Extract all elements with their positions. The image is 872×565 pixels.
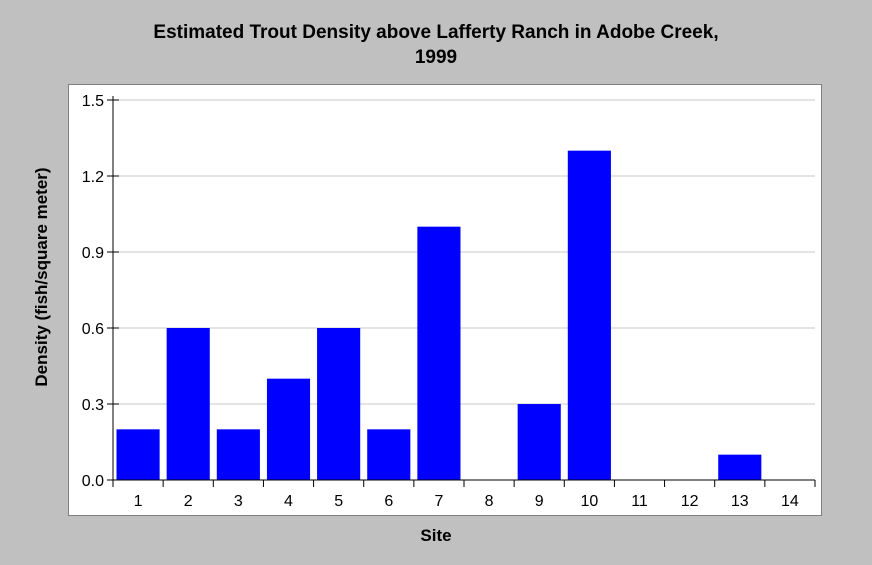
x-tick-label: 2	[184, 493, 193, 510]
bar-site-1	[116, 429, 160, 480]
x-tick-label: 11	[631, 493, 648, 510]
bar-site-9	[517, 404, 561, 480]
y-tick-label: 0.3	[82, 397, 104, 414]
y-tick-label: 1.5	[82, 93, 104, 110]
chart-title-line-1: Estimated Trout Density above Lafferty R…	[153, 22, 719, 43]
chart-title-line-2: 1999	[414, 47, 458, 68]
x-tick-label: 14	[781, 493, 799, 510]
y-tick-label: 0.9	[82, 245, 104, 262]
bar-site-7	[417, 226, 461, 480]
x-tick-label: 7	[434, 493, 443, 510]
x-tick-label: 10	[580, 493, 598, 510]
x-tick-label: 13	[731, 493, 749, 510]
x-tick-label: 8	[485, 493, 494, 510]
x-axis-label: Site	[420, 526, 452, 545]
x-tick-label: 6	[384, 493, 393, 510]
y-tick-label: 1.2	[82, 169, 104, 186]
chart-title: Estimated Trout Density above Lafferty R…	[0, 20, 872, 70]
bar-site-10	[567, 150, 611, 480]
x-tick-label: 9	[535, 493, 544, 510]
bar-site-13	[718, 454, 762, 480]
bar-site-2	[166, 328, 210, 480]
x-tick-label: 1	[134, 493, 143, 510]
y-tick-label: 0.0	[82, 473, 104, 490]
bar-site-6	[367, 429, 411, 480]
y-axis-label: Density (fish/square meter)	[32, 167, 51, 387]
x-tick-label: 3	[234, 493, 243, 510]
x-tick-label: 5	[334, 493, 343, 510]
y-tick-label: 0.6	[82, 321, 104, 338]
bar-site-3	[216, 429, 260, 480]
x-tick-label: 12	[681, 493, 699, 510]
bar-site-4	[266, 378, 311, 480]
x-tick-label: 4	[284, 493, 293, 510]
bar-site-5	[317, 328, 361, 480]
